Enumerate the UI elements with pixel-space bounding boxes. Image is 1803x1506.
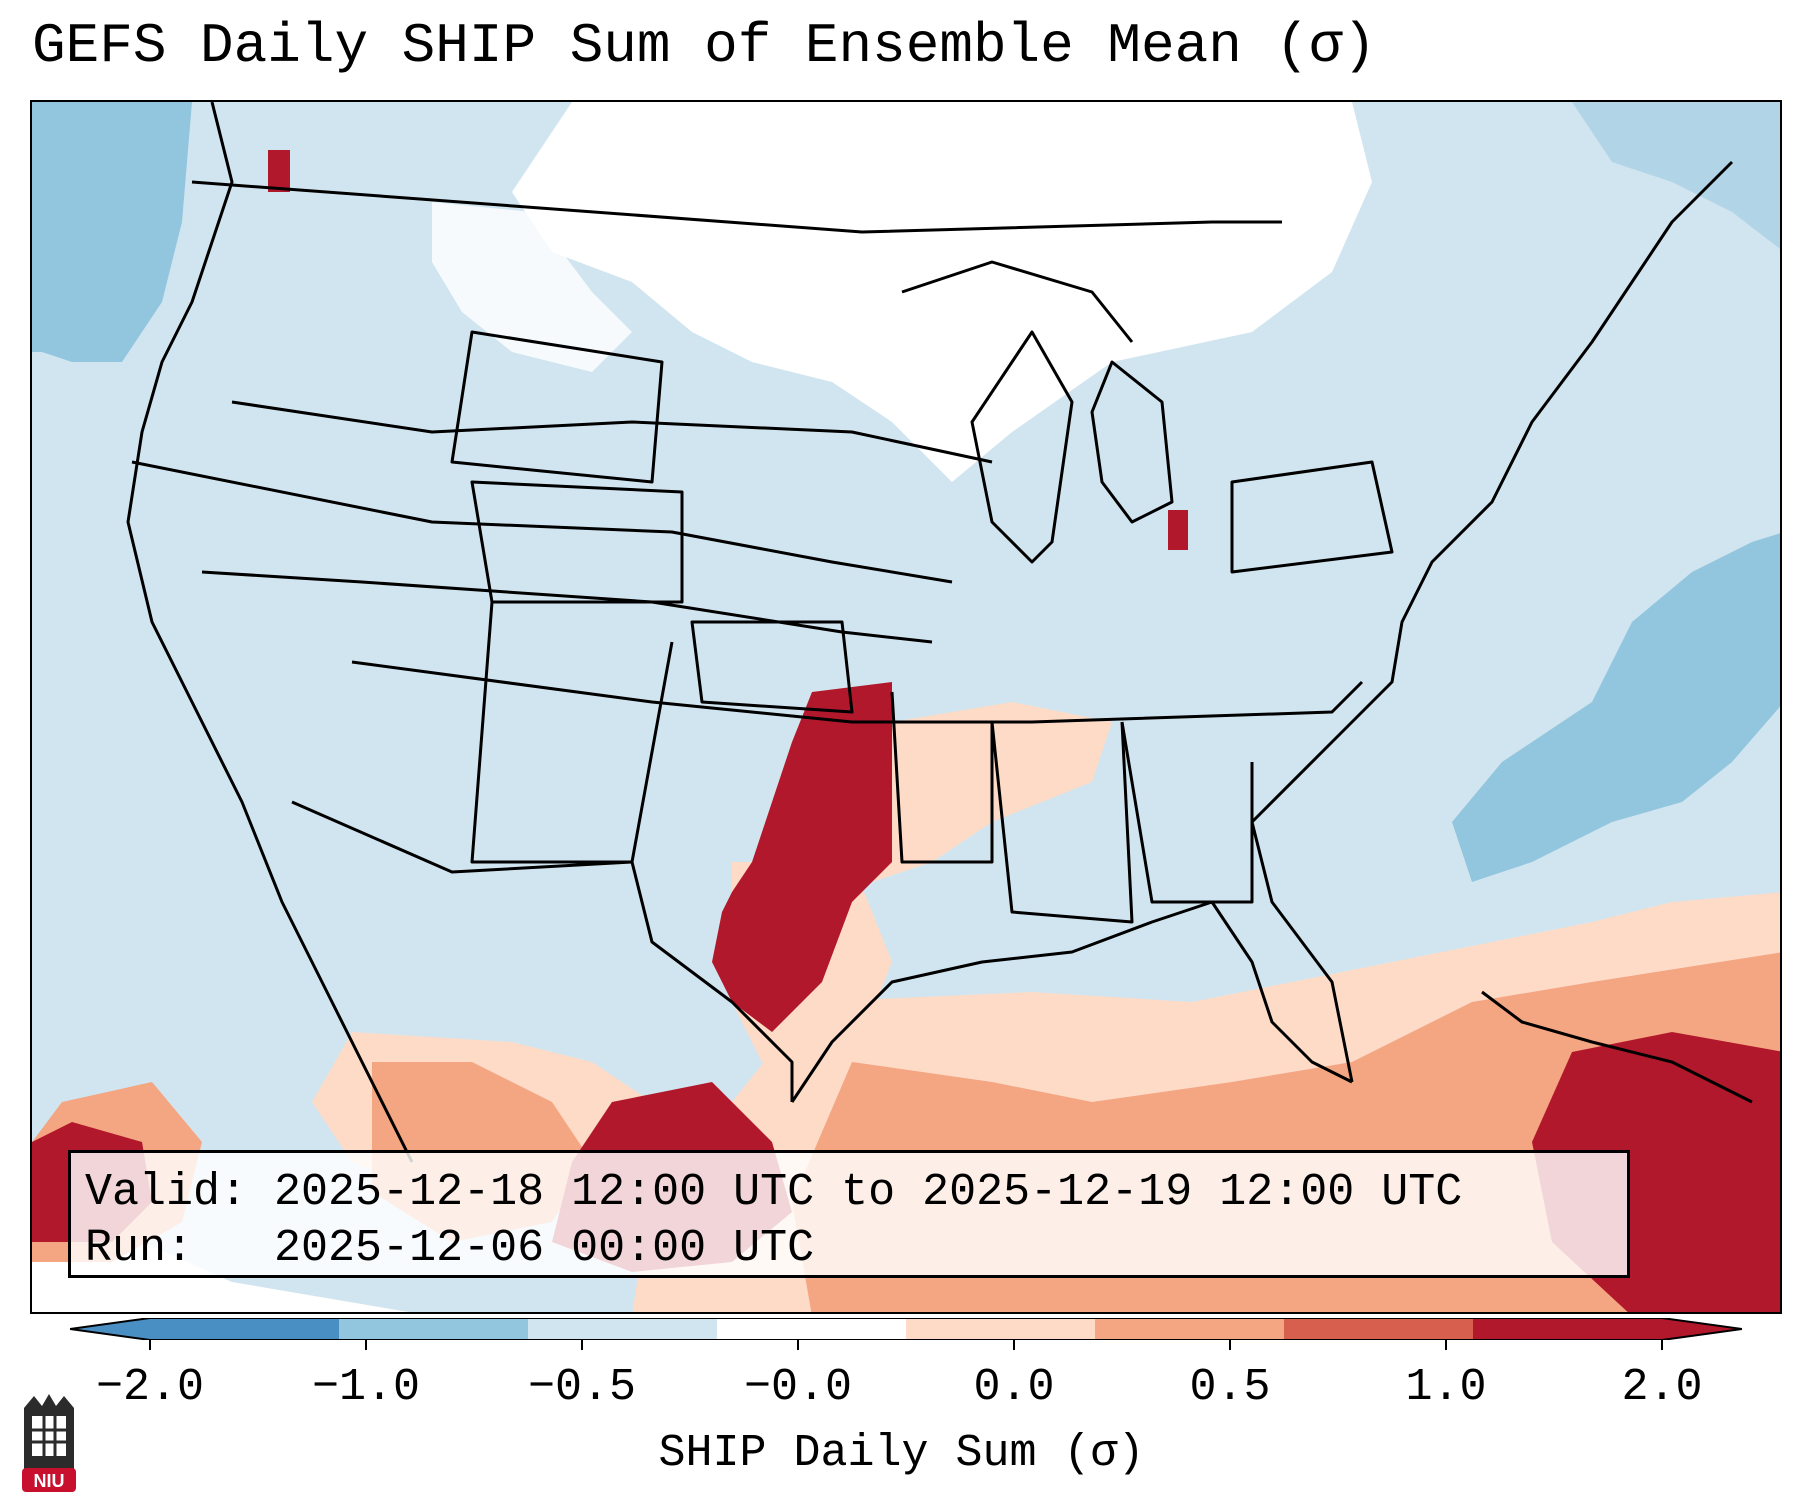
east-coastline [1250, 160, 1734, 1083]
georgia [1120, 721, 1254, 904]
colorbar-segment [1284, 1318, 1474, 1340]
valid-label: Valid: [85, 1167, 248, 1218]
northern-state-line [231, 400, 993, 464]
colorbar-tick-mark [1661, 1340, 1663, 1350]
colorbar-segment [339, 1318, 529, 1340]
wyoming [450, 330, 664, 484]
ohio-positive-strong [1168, 510, 1188, 550]
ship-map [32, 102, 1780, 1312]
colorbar-segment [906, 1318, 1096, 1340]
cuba [1481, 990, 1753, 1104]
niu-logo-window [32, 1416, 66, 1456]
colorbar-tick-label: −2.0 [95, 1362, 205, 1413]
colorbar [70, 1318, 1742, 1340]
state-line-1 [131, 460, 953, 584]
valid-run-info-box: Valid: 2025-12-18 12:00 UTC to 2025-12-1… [68, 1150, 1630, 1278]
arkansas [890, 691, 994, 864]
niu-logo-badge [22, 1468, 76, 1492]
run-value: 2025-12-06 00:00 UTC [274, 1223, 815, 1274]
colorbar-segment [1095, 1318, 1285, 1340]
oklahoma-texas-positive-strong [712, 682, 892, 1032]
colorbar-tick-mark [1013, 1340, 1015, 1350]
colorbar-tick-label: 2.0 [1621, 1362, 1703, 1413]
colorbar-tick-label: 0.0 [973, 1362, 1055, 1413]
colorbar-segment [1473, 1318, 1663, 1340]
colorbar-tick-mark [1445, 1340, 1447, 1350]
colorbar-extend-high [1662, 1318, 1742, 1340]
colorbar-tick-label: 0.5 [1189, 1362, 1271, 1413]
state-line-3 [351, 660, 1364, 724]
pennsylvania [1230, 460, 1394, 574]
colorbar-tick-mark [581, 1340, 583, 1350]
colorbar-extend-low [70, 1318, 150, 1340]
montana-neutral [432, 202, 632, 372]
colorbar-segments [150, 1318, 1663, 1340]
map-title: GEFS Daily SHIP Sum of Ensemble Mean (σ) [32, 14, 1377, 78]
map-panel [30, 100, 1782, 1314]
michigan-lower [1090, 360, 1174, 524]
lake-michigan [970, 330, 1074, 564]
colorbar-segment [717, 1318, 907, 1340]
west-coastline [126, 102, 414, 1163]
pacific-negative-region [32, 102, 192, 362]
gulf-coastline [790, 900, 1353, 1103]
colorbar-label: SHIP Daily Sum (σ) [658, 1428, 1145, 1479]
northeast-negative-region [1572, 102, 1780, 249]
colorbar-tick-mark [149, 1340, 151, 1350]
colorbar-tick-label: −0.0 [743, 1362, 853, 1413]
mississippi-alabama [990, 721, 1134, 924]
colorbar-tick-mark [1229, 1340, 1231, 1350]
colorbar-tick-label: 1.0 [1405, 1362, 1487, 1413]
lake-superior [901, 260, 1134, 343]
niu-logo-text: NIU [34, 1471, 65, 1491]
southwest-corner-neutral [32, 1192, 409, 1312]
colorado [470, 480, 684, 604]
neutral-regions [32, 102, 1372, 1312]
niu-logo: NIU [22, 1394, 76, 1492]
canada-border [191, 180, 1282, 234]
colorbar-tick-label: −0.5 [527, 1362, 637, 1413]
washington-positive-strong [268, 150, 290, 192]
northern-plains-neutral [512, 102, 1372, 482]
valid-value: 2025-12-18 12:00 UTC to 2025-12-19 12:00… [274, 1167, 1463, 1218]
colorbar-tick-label: −1.0 [311, 1362, 421, 1413]
niu-logo-window-bars [32, 1416, 66, 1456]
colorbar-segment [150, 1318, 340, 1340]
atlantic-negative-region [1452, 533, 1780, 882]
mexico-border [291, 800, 794, 1102]
colorbar-tick-mark [797, 1340, 799, 1350]
run-label: Run: [85, 1223, 194, 1274]
colorbar-segment [528, 1318, 718, 1340]
colorbar-tick-mark [365, 1340, 367, 1350]
new-mexico [470, 601, 674, 864]
negative-anomaly-regions [32, 102, 1780, 882]
coastlines-and-borders [126, 102, 1753, 1163]
kansas [690, 620, 854, 714]
